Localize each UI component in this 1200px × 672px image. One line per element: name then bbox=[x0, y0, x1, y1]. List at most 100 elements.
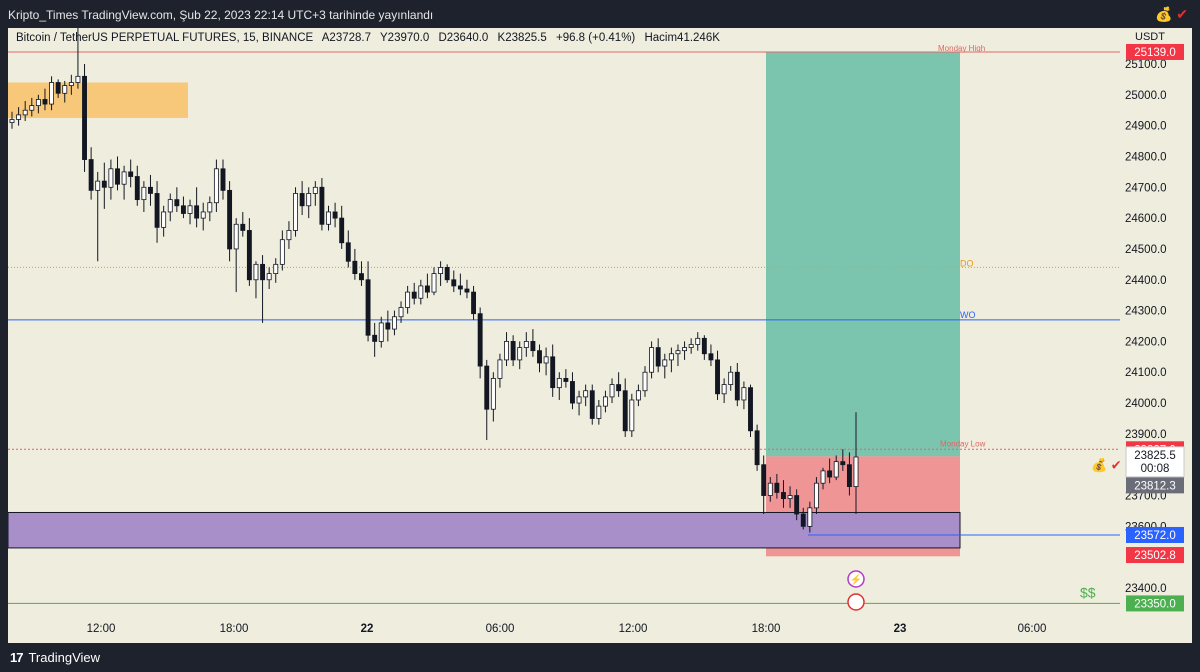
candle[interactable] bbox=[286, 221, 292, 249]
candle[interactable] bbox=[194, 187, 200, 228]
candle[interactable] bbox=[187, 199, 193, 225]
candle[interactable] bbox=[504, 332, 509, 367]
candle[interactable] bbox=[781, 480, 786, 508]
candle[interactable] bbox=[457, 273, 463, 296]
candle[interactable] bbox=[642, 366, 648, 397]
candle[interactable] bbox=[708, 344, 714, 367]
bottom-level-badge[interactable]: 23350.0 bbox=[1126, 595, 1184, 612]
candle[interactable] bbox=[477, 307, 483, 379]
candle[interactable] bbox=[293, 187, 298, 237]
candle[interactable] bbox=[167, 193, 173, 222]
candle[interactable] bbox=[372, 322, 378, 357]
candle[interactable] bbox=[115, 156, 120, 191]
candle[interactable] bbox=[42, 88, 48, 111]
candle[interactable] bbox=[675, 344, 681, 367]
candle[interactable] bbox=[431, 267, 437, 296]
candle[interactable] bbox=[326, 205, 331, 231]
candle[interactable] bbox=[761, 455, 767, 515]
candle[interactable] bbox=[16, 107, 22, 126]
candle[interactable] bbox=[246, 218, 252, 286]
candle[interactable] bbox=[800, 507, 806, 530]
candle[interactable] bbox=[853, 412, 859, 515]
candle[interactable] bbox=[207, 196, 213, 222]
candle[interactable] bbox=[846, 452, 852, 496]
candle[interactable] bbox=[576, 390, 582, 416]
candle[interactable] bbox=[49, 76, 55, 111]
candle[interactable] bbox=[451, 270, 457, 293]
candle[interactable] bbox=[609, 378, 615, 404]
candle[interactable] bbox=[602, 390, 608, 413]
candle[interactable] bbox=[148, 174, 153, 206]
candle[interactable] bbox=[35, 94, 41, 114]
candle[interactable] bbox=[728, 366, 734, 391]
candle[interactable] bbox=[220, 159, 226, 200]
price-chart[interactable]: Monday High Monday Low DO WO $$ ⚡ 💰 ✔ USDT 2510… bbox=[8, 28, 1192, 643]
candle[interactable] bbox=[253, 261, 259, 299]
candle[interactable] bbox=[306, 187, 312, 219]
candle[interactable] bbox=[688, 338, 694, 354]
candle[interactable] bbox=[260, 255, 266, 323]
candle[interactable] bbox=[629, 393, 635, 437]
candle[interactable] bbox=[655, 338, 661, 373]
candle[interactable] bbox=[273, 258, 279, 283]
candle[interactable] bbox=[391, 310, 397, 336]
candle[interactable] bbox=[95, 171, 101, 262]
candle[interactable] bbox=[464, 279, 470, 299]
candle[interactable] bbox=[556, 372, 562, 400]
candle[interactable] bbox=[68, 74, 74, 95]
candle[interactable] bbox=[649, 341, 655, 379]
lightning-icon[interactable] bbox=[847, 570, 865, 588]
candle[interactable] bbox=[570, 372, 575, 410]
candle[interactable] bbox=[840, 449, 846, 471]
candle[interactable] bbox=[266, 267, 272, 290]
candle[interactable] bbox=[299, 181, 305, 216]
candle[interactable] bbox=[471, 285, 477, 320]
supply-zone-box[interactable] bbox=[8, 82, 188, 118]
candle[interactable] bbox=[385, 310, 391, 342]
candle[interactable] bbox=[662, 353, 668, 379]
candle[interactable] bbox=[418, 279, 424, 305]
candle[interactable] bbox=[616, 372, 622, 397]
candle[interactable] bbox=[622, 378, 628, 437]
candle[interactable] bbox=[240, 211, 246, 237]
candle[interactable] bbox=[22, 100, 28, 122]
candle[interactable] bbox=[774, 473, 780, 499]
event-icons[interactable]: ⚡ bbox=[847, 570, 865, 611]
candle[interactable] bbox=[101, 162, 107, 209]
candle[interactable] bbox=[312, 181, 318, 206]
candle[interactable] bbox=[134, 165, 140, 206]
candle[interactable] bbox=[833, 455, 839, 481]
candle[interactable] bbox=[767, 477, 773, 502]
candle[interactable] bbox=[438, 261, 444, 286]
candle[interactable] bbox=[490, 372, 496, 422]
candle[interactable] bbox=[62, 80, 68, 103]
demand-zone-box[interactable] bbox=[8, 511, 961, 549]
candle[interactable] bbox=[701, 335, 707, 360]
candle[interactable] bbox=[128, 159, 134, 188]
candle[interactable] bbox=[108, 159, 114, 200]
candle[interactable] bbox=[227, 181, 233, 262]
monday-high-badge[interactable]: 25139.0 bbox=[1126, 43, 1184, 60]
candle[interactable] bbox=[596, 399, 602, 425]
candle[interactable] bbox=[161, 205, 167, 237]
candle[interactable] bbox=[411, 282, 417, 305]
stop-loss-badge[interactable]: 23502.8 bbox=[1126, 547, 1184, 564]
candle[interactable] bbox=[517, 341, 523, 370]
candle[interactable] bbox=[398, 301, 404, 323]
last-price-badge[interactable]: 23825.500:08 bbox=[1125, 446, 1185, 478]
candle[interactable] bbox=[543, 347, 549, 376]
candle[interactable] bbox=[741, 381, 747, 410]
candle[interactable] bbox=[813, 477, 819, 515]
candle[interactable] bbox=[510, 335, 516, 367]
current-price-badge[interactable]: 23812.3 bbox=[1126, 477, 1184, 494]
candle[interactable] bbox=[88, 147, 94, 200]
candle[interactable] bbox=[29, 97, 35, 117]
candle[interactable] bbox=[715, 350, 720, 400]
lower-level-badge[interactable]: 23572.0 bbox=[1126, 526, 1184, 543]
candle[interactable] bbox=[339, 205, 345, 249]
candle[interactable] bbox=[497, 353, 503, 388]
candle[interactable] bbox=[550, 344, 556, 397]
candle[interactable] bbox=[352, 248, 358, 280]
candle[interactable] bbox=[378, 316, 384, 348]
candle[interactable] bbox=[668, 347, 674, 373]
